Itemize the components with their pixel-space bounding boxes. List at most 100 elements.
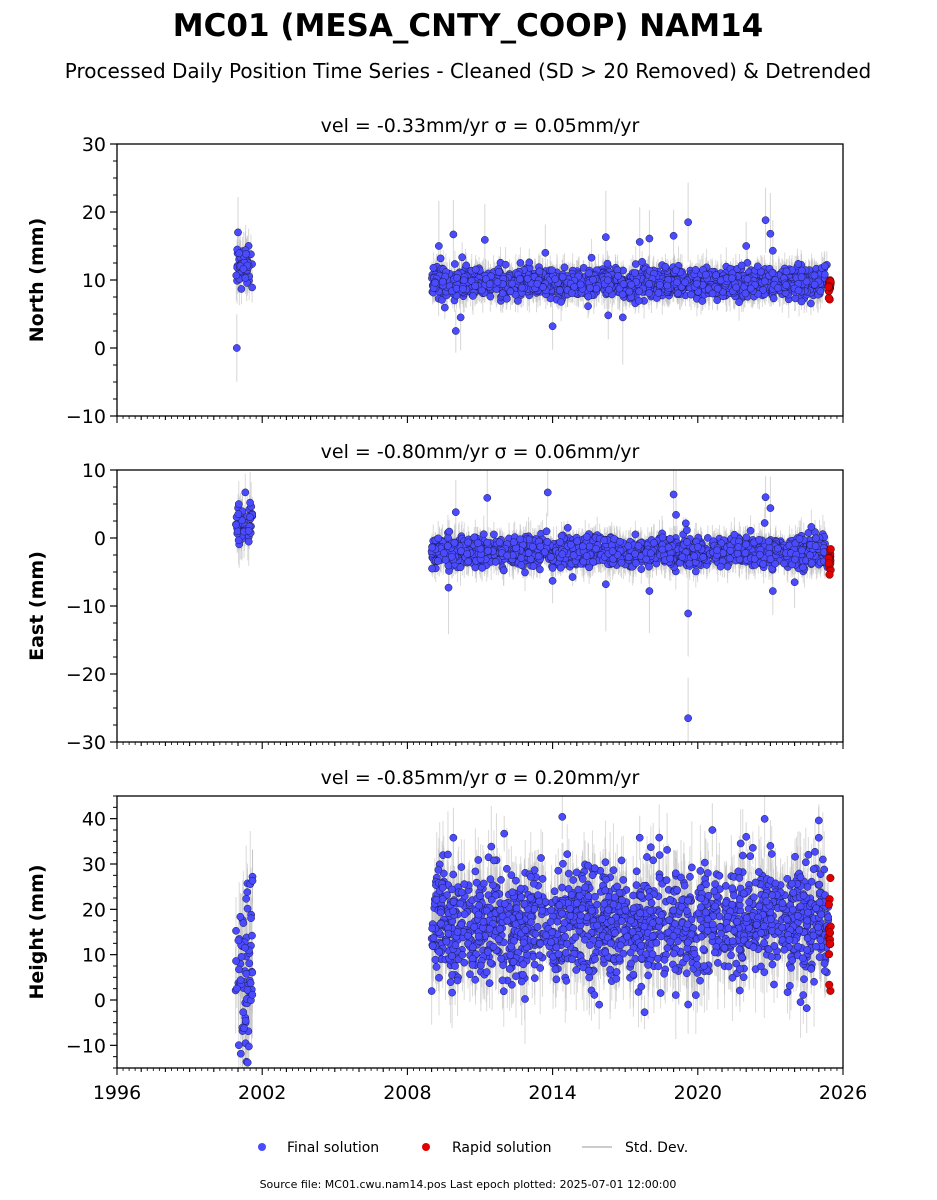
final-point xyxy=(558,273,567,281)
final-point xyxy=(693,279,701,288)
final-point xyxy=(523,274,532,283)
final-point xyxy=(746,284,755,293)
final-point xyxy=(728,274,736,283)
final-point xyxy=(698,297,707,305)
final-point xyxy=(234,510,243,518)
final-point xyxy=(451,260,459,268)
final-point xyxy=(654,289,663,297)
final-point xyxy=(673,278,681,287)
final-point xyxy=(584,302,592,311)
final-point xyxy=(635,238,644,246)
final-point xyxy=(766,229,775,238)
final-point xyxy=(232,344,241,352)
final-point xyxy=(239,265,248,273)
final-point xyxy=(619,280,628,288)
final-point xyxy=(645,289,653,297)
final-point xyxy=(741,289,750,298)
panel-title: vel = -0.33mm/yr σ = 0.05mm/yr xyxy=(321,115,640,137)
rapid-point xyxy=(824,293,833,303)
final-point xyxy=(759,286,767,294)
y-tick-label: 30 xyxy=(82,134,106,156)
final-point xyxy=(797,273,806,282)
final-point xyxy=(436,254,445,263)
final-point xyxy=(802,277,811,286)
final-point xyxy=(485,280,494,288)
final-point xyxy=(438,277,447,286)
final-point xyxy=(232,271,241,280)
final-point xyxy=(768,246,777,255)
final-point xyxy=(469,292,477,300)
final-point xyxy=(548,322,557,331)
final-point xyxy=(525,258,534,267)
final-point xyxy=(480,236,489,244)
final-point xyxy=(495,267,503,276)
final-point xyxy=(760,277,769,286)
final-point xyxy=(471,282,479,290)
final-point xyxy=(794,286,803,295)
final-point xyxy=(570,282,579,291)
final-point xyxy=(701,270,710,279)
final-point xyxy=(516,259,525,267)
final-point xyxy=(638,257,646,266)
final-point xyxy=(820,262,829,270)
final-point xyxy=(797,266,806,275)
final-point xyxy=(737,261,746,270)
final-point xyxy=(774,284,782,292)
final-point xyxy=(669,231,678,240)
final-point xyxy=(453,273,461,282)
final-point xyxy=(794,260,803,268)
final-point xyxy=(459,285,467,293)
final-point xyxy=(618,313,627,322)
final-point xyxy=(782,267,791,276)
final-point xyxy=(663,281,672,290)
final-point xyxy=(645,234,654,243)
final-point xyxy=(232,520,240,529)
chart-title: MC01 (MESA_CNTY_COOP) NAM14 xyxy=(173,8,763,44)
final-point xyxy=(810,280,819,289)
final-point xyxy=(241,488,250,497)
final-point xyxy=(244,526,253,535)
final-point xyxy=(592,284,601,293)
final-point xyxy=(605,285,613,294)
final-point xyxy=(735,298,743,307)
final-point xyxy=(635,287,644,296)
final-point xyxy=(241,274,250,282)
final-point xyxy=(431,278,440,287)
final-point xyxy=(435,242,443,250)
final-point xyxy=(555,286,564,295)
chart-subtitle: Processed Daily Position Time Series - C… xyxy=(65,59,871,83)
final-point xyxy=(684,218,692,227)
final-point xyxy=(516,275,524,283)
final-point xyxy=(820,270,829,279)
final-point xyxy=(614,272,622,280)
final-point xyxy=(541,248,550,257)
rapid-point xyxy=(824,282,833,291)
final-point xyxy=(712,271,720,280)
final-point xyxy=(634,297,643,305)
panel-title: vel = -0.80mm/yr σ = 0.06mm/yr xyxy=(321,441,640,463)
final-point xyxy=(518,283,526,292)
panels: vel = -0.33mm/yr σ = 0.05mm/yr North (mm)… xyxy=(26,115,867,1104)
panel-1: vel = -0.33mm/yr σ = 0.05mm/yr North (mm)… xyxy=(26,115,844,428)
y-tick-label: −10 xyxy=(66,406,106,428)
final-point xyxy=(498,289,507,298)
final-point xyxy=(248,283,256,292)
final-point xyxy=(233,527,242,536)
final-point xyxy=(681,278,689,287)
final-point xyxy=(462,261,471,270)
y-axis-label: North (mm) xyxy=(26,218,48,343)
final-point xyxy=(713,296,722,305)
final-point xyxy=(244,537,253,546)
final-point xyxy=(539,283,547,291)
final-point xyxy=(713,284,722,293)
final-point xyxy=(782,281,790,289)
final-point xyxy=(604,311,613,320)
y-tick-label: 20 xyxy=(82,202,106,224)
final-point xyxy=(501,260,510,269)
final-point xyxy=(687,290,695,299)
final-point xyxy=(478,286,486,295)
final-point xyxy=(797,297,806,306)
final-point xyxy=(708,289,717,298)
y-tick-label: 0 xyxy=(94,338,106,360)
final-point xyxy=(246,513,254,521)
